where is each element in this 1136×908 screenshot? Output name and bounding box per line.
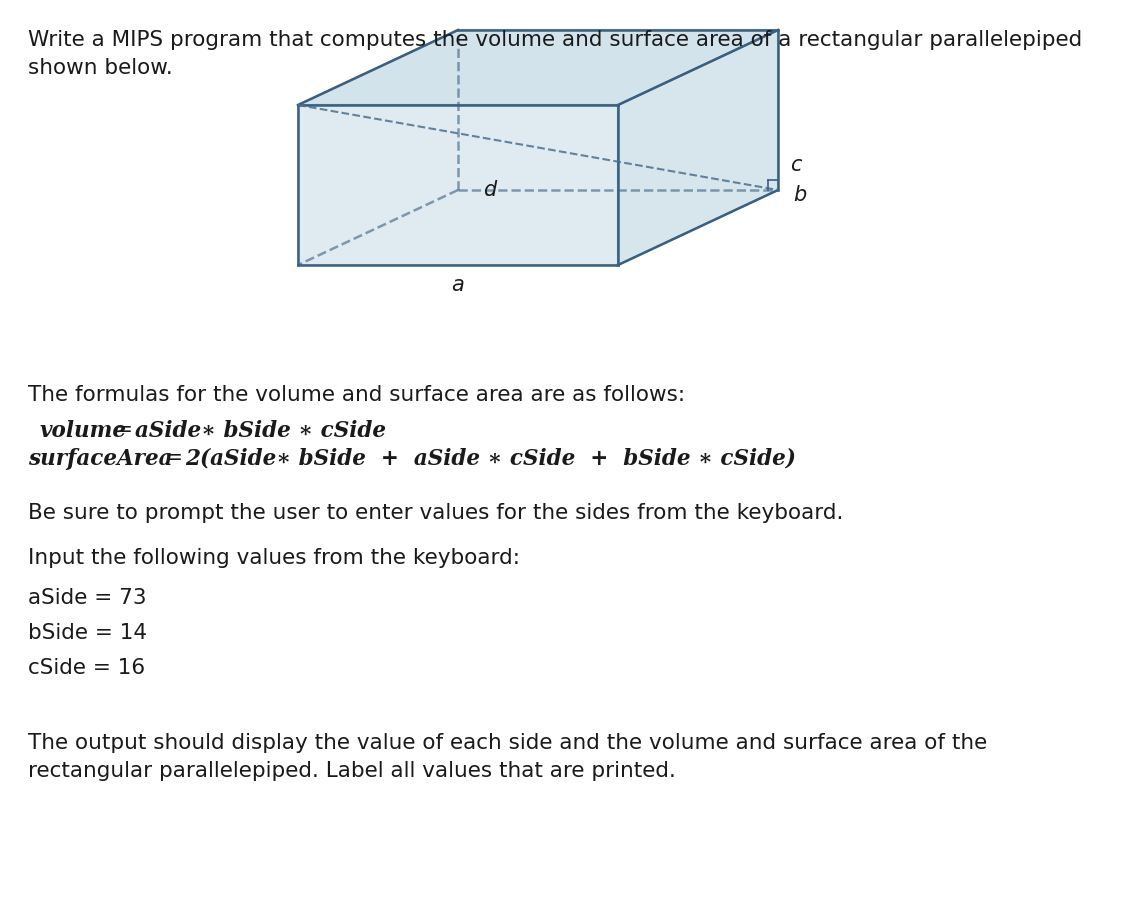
Text: cSide = 16: cSide = 16: [28, 658, 145, 678]
Polygon shape: [298, 105, 618, 265]
Polygon shape: [298, 30, 778, 105]
Text: a: a: [452, 275, 465, 295]
Text: =: =: [165, 448, 183, 468]
Text: Input the following values from the keyboard:: Input the following values from the keyb…: [28, 548, 520, 568]
Text: b: b: [793, 185, 807, 205]
Text: The formulas for the volume and surface area are as follows:: The formulas for the volume and surface …: [28, 385, 685, 405]
Text: volume: volume: [40, 420, 127, 442]
Text: The output should display the value of each side and the volume and surface area: The output should display the value of e…: [28, 733, 987, 781]
Text: surfaceArea: surfaceArea: [28, 448, 173, 470]
Text: Write a MIPS program that computes the volume and surface area of a rectangular : Write a MIPS program that computes the v…: [28, 30, 1083, 78]
Text: bSide = 14: bSide = 14: [28, 623, 148, 643]
Text: aSide∗ bSide ∗ cSide: aSide∗ bSide ∗ cSide: [135, 420, 386, 442]
Text: c: c: [791, 155, 802, 175]
Text: d: d: [484, 180, 496, 200]
Polygon shape: [618, 30, 778, 265]
Text: aSide = 73: aSide = 73: [28, 588, 147, 608]
Text: 2⁡(aSide∗ bSide  +  aSide ∗ cSide  +  bSide ∗ cSide⁢): 2⁡(aSide∗ bSide + aSide ∗ cSide + bSide …: [185, 448, 796, 470]
Text: Be sure to prompt the user to enter values for the sides from the keyboard.: Be sure to prompt the user to enter valu…: [28, 503, 843, 523]
Text: =: =: [115, 420, 133, 440]
